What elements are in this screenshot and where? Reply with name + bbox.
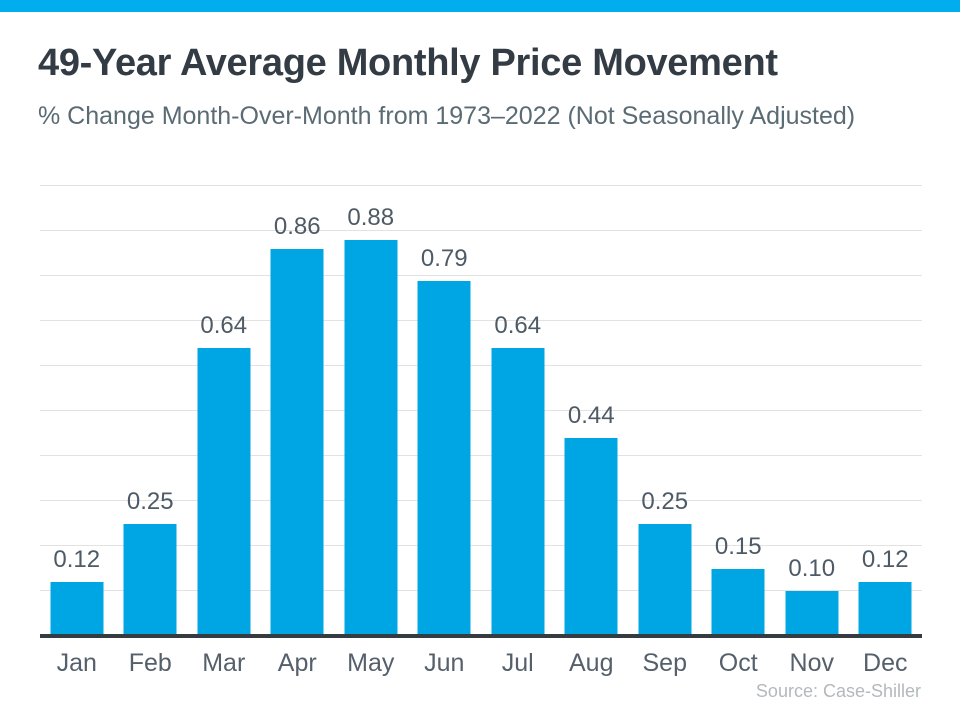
- bar-value-label-dec: 0.12: [861, 546, 909, 573]
- x-tick-label-mar: Mar: [202, 649, 246, 677]
- bar-aug: [564, 438, 618, 636]
- x-axis-labels: Jan Feb Mar Apr May Jun Jul Aug Sep Oct Nov Dec: [40, 649, 922, 678]
- x-axis-line: [40, 634, 922, 638]
- bar-slot-jan: 0.12: [40, 186, 114, 636]
- gridline: [40, 365, 922, 366]
- x-tick-label-jul: Jul: [501, 649, 534, 677]
- bar-slot-jun: 0.79: [408, 186, 482, 636]
- bar-slot-mar: 0.64: [187, 186, 261, 636]
- bar-slot-nov: 0.10: [775, 186, 849, 636]
- bar-jun: [417, 280, 471, 636]
- bar-oct: [711, 568, 765, 636]
- top-accent-bar: [0, 0, 960, 12]
- x-tick-label-jun: Jun: [424, 649, 465, 677]
- x-tick-label-feb: Feb: [128, 649, 172, 677]
- gridline: [40, 320, 922, 321]
- bar-apr: [270, 249, 324, 636]
- bar-value-label-jan: 0.12: [53, 546, 101, 573]
- x-tick-label-jan: Jan: [56, 649, 97, 677]
- x-tick-label-aug: Aug: [569, 649, 614, 677]
- bar-jul: [491, 348, 545, 636]
- x-tick-label-nov: Nov: [789, 649, 834, 677]
- bar-value-label-sep: 0.25: [641, 487, 689, 515]
- gridline: [40, 500, 922, 501]
- bars-row: 0.12 0.25 0.64 0.86 0.88 0.79 0.64 0.44 0.25 0.15…: [40, 186, 922, 636]
- bar-nov: [785, 591, 839, 636]
- gridline: [40, 545, 922, 546]
- source-credit: Source: Case-Shiller: [755, 681, 921, 701]
- gridline: [40, 455, 922, 456]
- bar-slot-jul: 0.64: [481, 186, 555, 636]
- bar-value-label-jul: 0.64: [494, 312, 542, 339]
- bar-slot-feb: 0.25: [114, 186, 188, 636]
- x-tick-label-oct: Oct: [718, 649, 758, 677]
- bar-may: [344, 240, 398, 636]
- bar-slot-dec: 0.12: [849, 186, 923, 636]
- gridline: [40, 410, 922, 411]
- x-tick-label-may: May: [347, 649, 395, 677]
- bar-slot-sep: 0.25: [628, 186, 702, 636]
- page-subtitle: % Change Month-Over-Month from 1973–2022…: [38, 102, 856, 130]
- bar-jan: [50, 582, 104, 636]
- x-tick-label-sep: Sep: [642, 649, 687, 677]
- bar-value-label-feb: 0.25: [126, 487, 174, 515]
- bar-sep: [638, 523, 692, 636]
- x-tick-label-dec: Dec: [863, 649, 908, 677]
- bar-value-label-oct: 0.15: [714, 532, 762, 560]
- bar-mar: [197, 348, 251, 636]
- gridline: [40, 590, 922, 591]
- bar-value-label-aug: 0.44: [567, 402, 615, 429]
- bar-slot-oct: 0.15: [702, 186, 776, 636]
- bar-value-label-nov: 0.10: [788, 555, 836, 582]
- page-title: 49-Year Average Monthly Price Movement: [38, 42, 778, 84]
- x-tick-label-apr: Apr: [277, 649, 317, 677]
- bar-dec: [858, 582, 912, 636]
- bar-slot-aug: 0.44: [555, 186, 629, 636]
- bar-value-label-mar: 0.64: [200, 312, 248, 339]
- bar-chart: 0.12 0.25 0.64 0.86 0.88 0.79 0.64 0.44 0.25 0.15…: [40, 185, 922, 638]
- bar-value-label-jun: 0.79: [420, 244, 468, 272]
- bar-value-label-apr: 0.86: [273, 213, 321, 240]
- gridline: [40, 275, 922, 276]
- bar-slot-apr: 0.86: [261, 186, 335, 636]
- bar-value-label-may: 0.88: [347, 204, 395, 231]
- gridline: [40, 185, 922, 186]
- gridline: [40, 230, 922, 231]
- bar-slot-may: 0.88: [334, 186, 408, 636]
- bar-feb: [123, 523, 177, 636]
